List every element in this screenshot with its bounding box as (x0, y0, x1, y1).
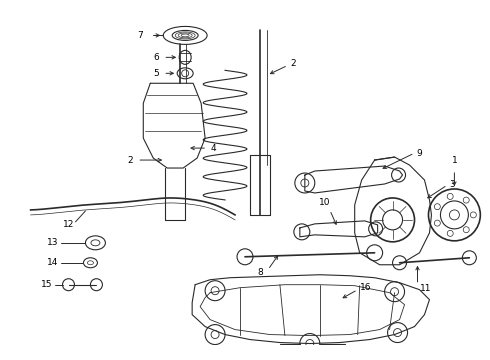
Text: 15: 15 (41, 280, 52, 289)
Text: 5: 5 (153, 69, 159, 78)
Text: 14: 14 (47, 258, 58, 267)
Text: 12: 12 (63, 220, 74, 229)
Text: 4: 4 (210, 144, 216, 153)
Text: 16: 16 (360, 283, 371, 292)
Text: 7: 7 (138, 31, 143, 40)
Text: 6: 6 (153, 53, 159, 62)
Text: 13: 13 (47, 238, 58, 247)
Text: 10: 10 (319, 198, 331, 207)
Text: 11: 11 (419, 284, 431, 293)
Text: 8: 8 (257, 268, 263, 277)
Text: 2: 2 (290, 59, 295, 68)
Text: 3: 3 (449, 180, 455, 189)
Text: 1: 1 (451, 156, 457, 165)
Text: 9: 9 (416, 149, 422, 158)
Text: 2: 2 (128, 156, 133, 165)
